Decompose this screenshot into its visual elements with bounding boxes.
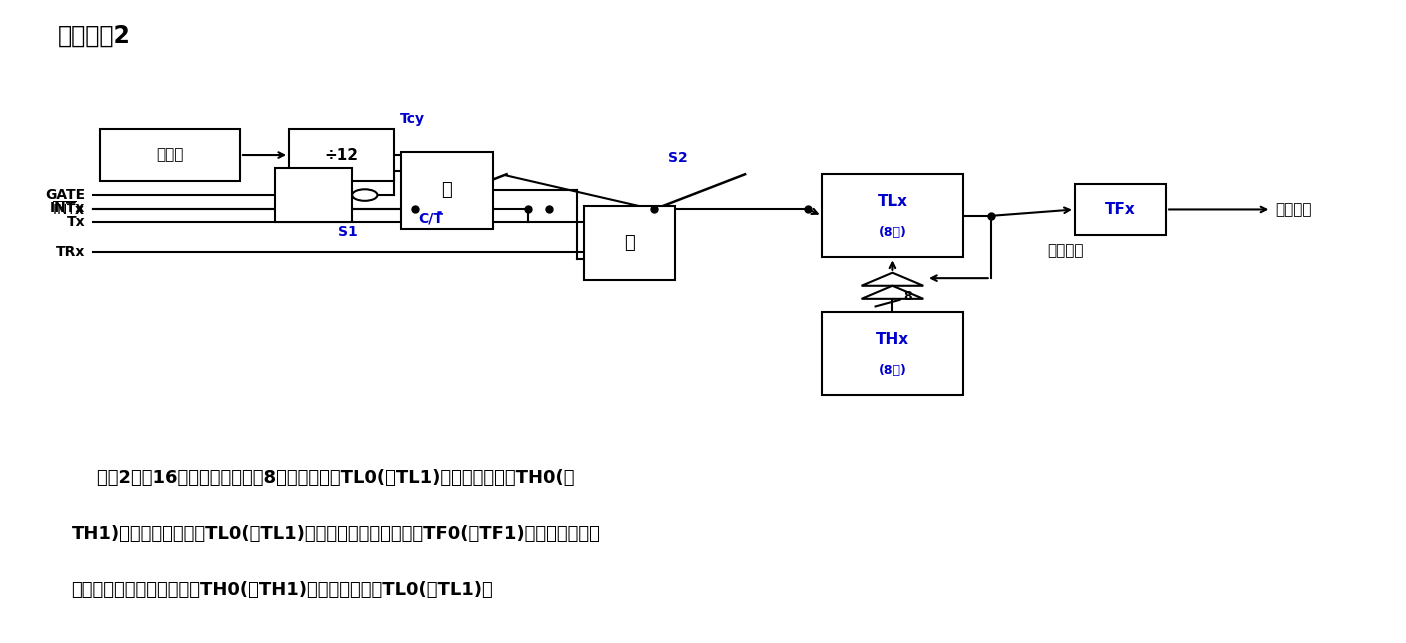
- Text: TLx: TLx: [877, 194, 907, 209]
- Text: ÷12: ÷12: [325, 147, 359, 163]
- Text: 与: 与: [624, 234, 634, 252]
- Text: TFx: TFx: [1105, 202, 1136, 217]
- Circle shape: [352, 189, 377, 201]
- Bar: [276, 168, 352, 222]
- Text: 或: 或: [441, 181, 453, 199]
- Text: C/T̄: C/T̄: [418, 213, 443, 227]
- Bar: [401, 152, 492, 229]
- Text: $\overline{\rm INT}$x: $\overline{\rm INT}$x: [52, 201, 86, 219]
- Text: S2: S2: [668, 150, 688, 165]
- Text: (8位): (8位): [879, 364, 907, 377]
- Text: THx: THx: [876, 332, 910, 347]
- Text: 振荡器: 振荡器: [156, 147, 183, 163]
- Bar: [823, 174, 963, 257]
- Text: 方式2下，16位的计数器只用了8位来计数，用TL0(或TL1)来进行计数，而TH0(或: 方式2下，16位的计数器只用了8位来计数，用TL0(或TL1)来进行计数，而TH…: [72, 469, 574, 487]
- Text: S1: S1: [339, 226, 359, 239]
- Bar: [1074, 184, 1166, 235]
- Text: 中断请求: 中断请求: [1275, 202, 1312, 217]
- Bar: [823, 312, 963, 395]
- Text: 8: 8: [904, 290, 912, 303]
- Polygon shape: [862, 273, 924, 285]
- Text: 溢出信号又会触发开关，将TH0(或TH1)的值就自动装入TL0(或TL1)。: 溢出信号又会触发开关，将TH0(或TH1)的值就自动装入TL0(或TL1)。: [72, 581, 494, 599]
- Text: 三、方式2: 三、方式2: [58, 24, 131, 48]
- Polygon shape: [862, 285, 924, 299]
- Text: Tcy: Tcy: [399, 113, 425, 126]
- Text: TRx: TRx: [56, 245, 86, 259]
- Text: INT̅x: INT̅x: [51, 201, 86, 215]
- Bar: [583, 206, 675, 280]
- Bar: [100, 129, 240, 181]
- Text: TH1)用于保存初值。当TL0(或TL1)计满时则溢出，一方面使TF0(或TF1)置位，另一方面: TH1)用于保存初值。当TL0(或TL1)计满时则溢出，一方面使TF0(或TF1…: [72, 525, 600, 543]
- Text: Tx: Tx: [67, 215, 86, 230]
- Text: 重装初值: 重装初值: [1047, 244, 1083, 258]
- Bar: [290, 129, 394, 181]
- Text: GATE: GATE: [45, 188, 86, 202]
- Text: (8位): (8位): [879, 226, 907, 239]
